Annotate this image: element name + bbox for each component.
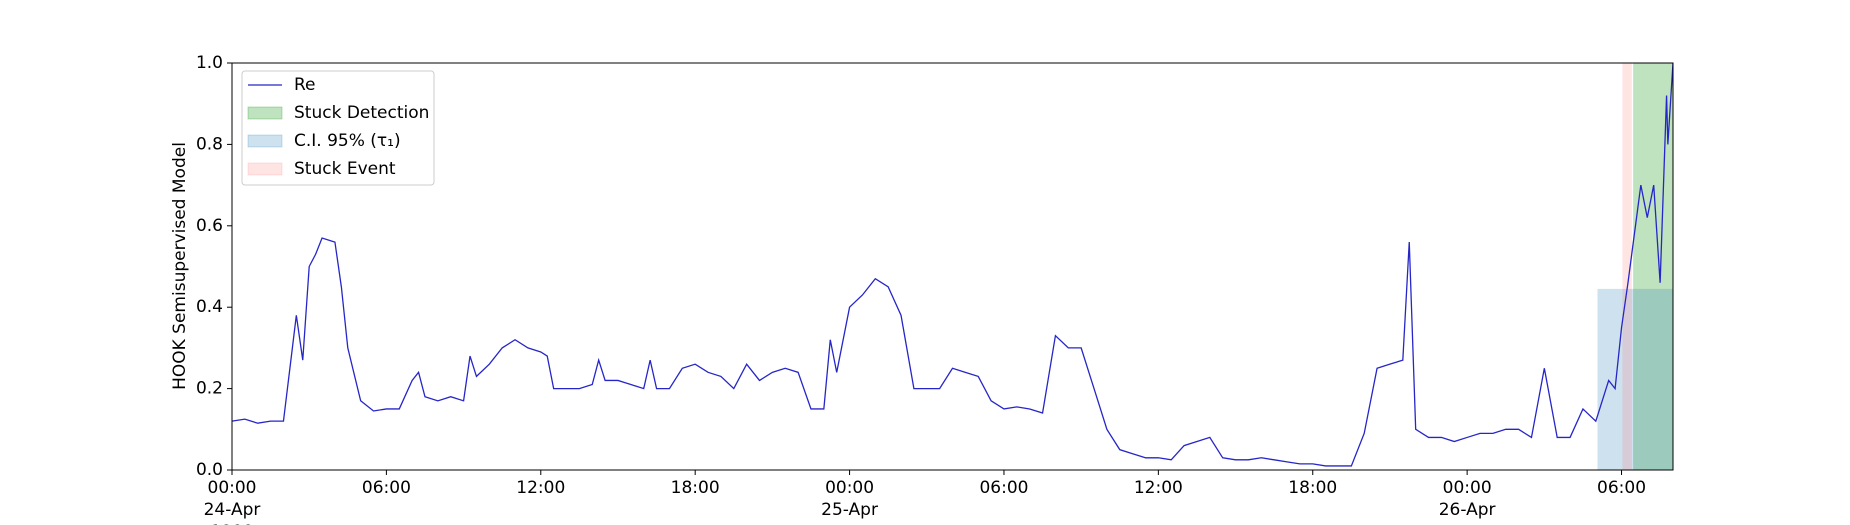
y-tick-label: 0.4 (196, 297, 223, 317)
x-tick-label: 00:00 25-Apr (821, 478, 878, 520)
span (1622, 63, 1632, 470)
x-tick-label: 00:00 26-Apr (1438, 478, 1496, 520)
legend-label: Stuck Detection (294, 103, 429, 123)
x-tick-label: 06:00 (1597, 478, 1647, 498)
legend-patch (247, 134, 283, 148)
legend-frame (241, 70, 435, 186)
span (1633, 63, 1673, 470)
y-tick-label: 1.0 (196, 53, 223, 73)
y-tick-label: 0.8 (196, 134, 223, 154)
x-tick-label: 18:00 (1288, 478, 1338, 498)
y-axis-label: HOOK Semisupervised Model (170, 142, 190, 390)
x-tick-label: 00:00 24-Apr 1900 (203, 478, 261, 525)
y-tick-label: 0.6 (196, 216, 223, 236)
legend-label: Re (294, 75, 316, 95)
legend-label: Stuck Event (294, 159, 396, 179)
x-tick-label: 12:00 (516, 478, 566, 498)
x-tick-label: 18:00 (670, 478, 720, 498)
y-tick-label: 0.0 (196, 460, 223, 480)
x-tick-label: 06:00 (361, 478, 411, 498)
y-tick-label: 0.2 (196, 379, 223, 399)
legend-patch (247, 106, 283, 120)
axes-frame (231, 62, 1674, 471)
legend-patch (247, 162, 283, 176)
line (232, 63, 1673, 467)
span (1597, 288, 1673, 470)
legend: Re Stuck Detection C.I. 95% (τ₁) Stuck Even… (241, 70, 435, 186)
legend-label: C.I. 95% (τ₁) (294, 131, 401, 151)
x-tick-label: 12:00 (1133, 478, 1183, 498)
x-tick-label: 06:00 (979, 478, 1029, 498)
